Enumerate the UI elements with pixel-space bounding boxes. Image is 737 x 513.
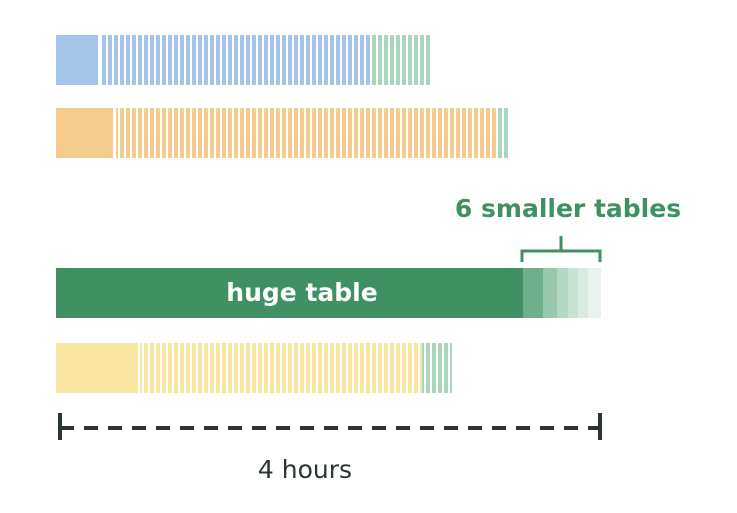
small-table — [557, 268, 568, 318]
small-table — [523, 268, 543, 318]
solid-block — [56, 343, 138, 393]
striped-block — [140, 343, 422, 393]
striped-block — [100, 35, 372, 85]
striped-block — [116, 108, 496, 158]
row-1 — [56, 35, 430, 85]
small-table — [543, 268, 557, 318]
row-4 — [56, 343, 452, 393]
row-3: huge table — [56, 268, 601, 318]
striped-green — [372, 35, 430, 85]
duration-label: 4 hours — [258, 455, 352, 484]
striped-green — [422, 343, 452, 393]
small-table — [568, 268, 578, 318]
small-table — [578, 268, 588, 318]
huge-table-bar — [56, 268, 523, 318]
annotation: 6 smaller tables — [455, 194, 681, 223]
bracket — [520, 236, 602, 262]
huge-table-label: huge table — [226, 278, 377, 307]
row-2 — [56, 108, 510, 158]
solid-block — [56, 108, 113, 158]
small-table — [588, 268, 601, 318]
duration-line — [58, 413, 602, 440]
solid-block — [56, 35, 98, 85]
striped-green — [496, 108, 510, 158]
